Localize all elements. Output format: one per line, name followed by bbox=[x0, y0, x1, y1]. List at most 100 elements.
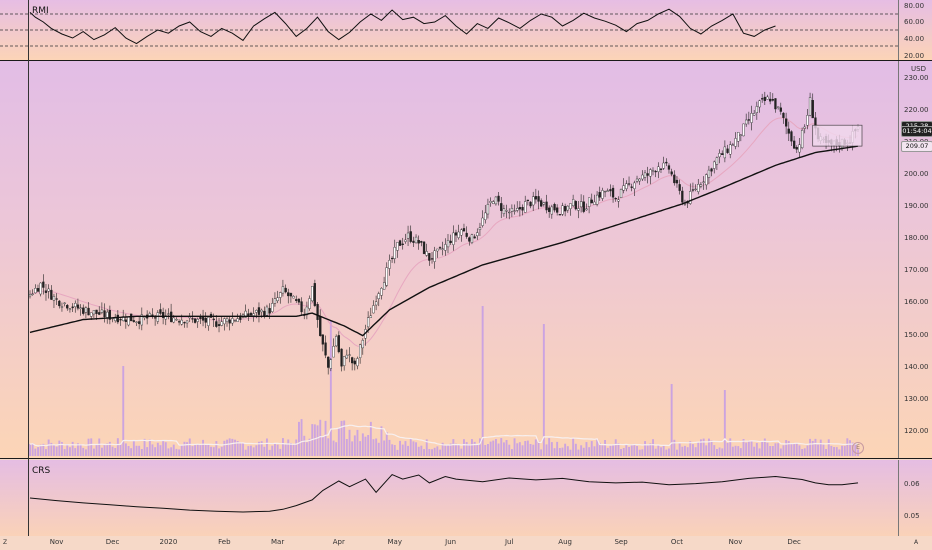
volume-bar bbox=[588, 447, 591, 456]
volume-bar bbox=[148, 439, 151, 456]
volume-bar bbox=[204, 444, 207, 456]
rmi-title: RMI bbox=[32, 6, 49, 16]
volume-bar bbox=[61, 442, 63, 456]
candle bbox=[172, 317, 175, 323]
volume-bar bbox=[505, 440, 508, 456]
volume-bar bbox=[282, 438, 284, 456]
candle bbox=[630, 186, 633, 188]
candle bbox=[558, 214, 562, 216]
volume-bar bbox=[668, 448, 670, 456]
candle bbox=[444, 244, 447, 251]
candle bbox=[750, 113, 753, 123]
volume-bar bbox=[750, 441, 753, 456]
candle bbox=[710, 168, 713, 172]
volume-bar bbox=[290, 443, 292, 456]
price-tick-190: 190.00 bbox=[904, 202, 929, 211]
volume-bar bbox=[809, 438, 811, 456]
candle bbox=[159, 309, 162, 314]
volume-bar bbox=[353, 435, 356, 456]
candle bbox=[619, 188, 623, 198]
candle bbox=[593, 201, 596, 205]
volume-bar bbox=[447, 445, 449, 456]
time-label: Dec bbox=[787, 538, 801, 546]
candle bbox=[801, 130, 804, 148]
crs-chart bbox=[29, 474, 859, 513]
volume-bar bbox=[170, 447, 173, 456]
volume-bar bbox=[242, 443, 244, 456]
volume-bar bbox=[492, 440, 495, 456]
rmi-axis[interactable]: 80.00 60.00 40.00 20.00 bbox=[898, 0, 932, 60]
volume-bar bbox=[124, 443, 127, 456]
volume-bar bbox=[29, 444, 31, 456]
volume-bar bbox=[103, 445, 106, 456]
volume-bar bbox=[793, 443, 796, 456]
volume-bar bbox=[593, 446, 596, 456]
volume-bar bbox=[787, 441, 790, 456]
crs-pane[interactable]: CRS 0.06 0.05 bbox=[0, 460, 932, 536]
candle bbox=[135, 321, 138, 323]
volume-bar bbox=[641, 449, 644, 456]
candle bbox=[617, 199, 620, 202]
candle bbox=[806, 115, 809, 126]
crs-tick-006: 0.06 bbox=[904, 480, 920, 488]
candle bbox=[225, 318, 229, 322]
volume-bar bbox=[271, 445, 274, 456]
volume-bar bbox=[500, 438, 503, 456]
volume-bar bbox=[274, 443, 276, 456]
candle bbox=[196, 319, 199, 322]
candle bbox=[207, 317, 210, 326]
volume-bar bbox=[495, 439, 497, 456]
price-pane[interactable]: USD 230.00220.00210.00200.00190.00180.00… bbox=[0, 61, 932, 458]
earnings-event-icon[interactable]: E bbox=[852, 442, 864, 454]
volume-bar bbox=[156, 442, 159, 456]
candle bbox=[39, 282, 42, 295]
volume-bar bbox=[798, 445, 801, 456]
candle bbox=[340, 348, 343, 367]
time-label: Nov bbox=[49, 538, 64, 546]
candle bbox=[281, 286, 285, 294]
volume-bar bbox=[340, 420, 343, 456]
volume-bar bbox=[180, 445, 183, 456]
candle bbox=[609, 189, 612, 192]
rmi-pane[interactable]: RMI 80.00 60.00 40.00 20.00 bbox=[0, 0, 932, 60]
volume-bar bbox=[455, 443, 457, 456]
volume-bar bbox=[521, 445, 524, 456]
volume-bar bbox=[396, 449, 399, 456]
candle bbox=[590, 199, 593, 204]
candle bbox=[654, 170, 657, 173]
candle bbox=[337, 335, 340, 353]
candle bbox=[683, 203, 687, 205]
time-label: Oct bbox=[670, 538, 684, 546]
volume-bar bbox=[606, 447, 609, 456]
volume-bar bbox=[151, 444, 154, 456]
time-axis[interactable]: Z A Nov Dec 2020 Feb Mar Apr May Jun Jul Aug Sep Oc… bbox=[0, 536, 932, 550]
volume-bar bbox=[649, 443, 652, 456]
candle bbox=[633, 182, 636, 189]
price-axis[interactable]: USD 230.00220.00210.00200.00190.00180.00… bbox=[898, 61, 932, 458]
pane-separator[interactable] bbox=[0, 60, 932, 61]
volume-bar bbox=[212, 447, 215, 456]
candle bbox=[715, 157, 719, 165]
volume-bar bbox=[231, 438, 234, 456]
volume-bar bbox=[548, 438, 551, 456]
price-tick-160: 160.00 bbox=[904, 298, 929, 307]
volume-bar bbox=[604, 440, 606, 456]
candle bbox=[428, 253, 431, 261]
volume-bar bbox=[718, 447, 721, 456]
candle bbox=[675, 179, 679, 184]
candle bbox=[745, 119, 748, 125]
candle bbox=[566, 205, 570, 211]
candle bbox=[790, 131, 793, 142]
candle bbox=[534, 196, 538, 200]
candle bbox=[148, 313, 151, 316]
candle bbox=[351, 357, 354, 364]
crs-axis[interactable]: 0.06 0.05 bbox=[898, 460, 932, 536]
candle bbox=[92, 310, 96, 315]
volume-bar bbox=[167, 448, 170, 456]
candle bbox=[598, 192, 601, 198]
candle bbox=[785, 118, 788, 127]
candle bbox=[199, 316, 202, 320]
pane-separator[interactable] bbox=[0, 458, 932, 459]
volume-bar bbox=[436, 446, 439, 456]
volume-bar bbox=[476, 444, 479, 456]
